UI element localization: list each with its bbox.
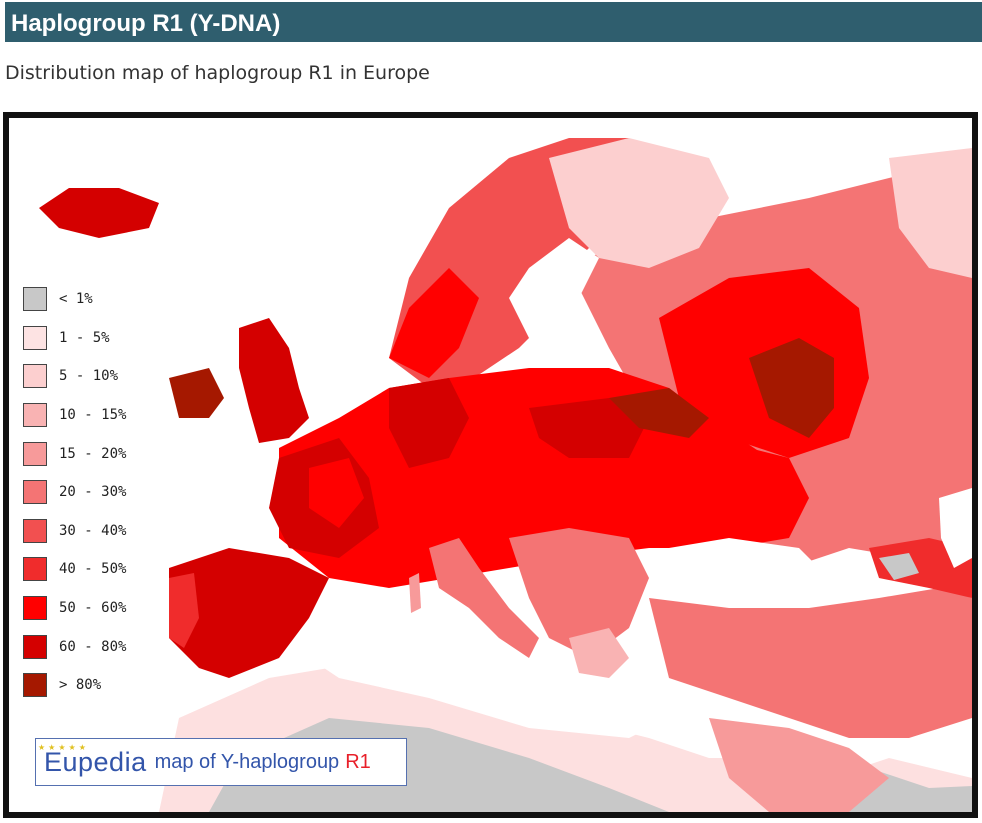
region-core-russia: [749, 338, 834, 438]
region-finland: [549, 138, 729, 268]
map-image: [9, 118, 972, 812]
legend-item: 40 - 50%: [23, 550, 126, 589]
region-poland: [529, 398, 649, 458]
legend-swatch: [23, 325, 47, 350]
legend-item: 10 - 15%: [23, 396, 126, 435]
legend-label: 1 - 5%: [59, 329, 110, 346]
legend-label: 10 - 15%: [59, 407, 127, 424]
region-caucasus: [869, 538, 972, 598]
region-belarus: [609, 388, 709, 438]
legend-label: 60 - 80%: [59, 638, 127, 655]
eupedia-brand: ★★★★★ Eupedia: [36, 743, 155, 778]
legend-swatch: [23, 673, 47, 698]
legend-label: 50 - 60%: [59, 600, 127, 617]
legend-item: 5 - 10%: [23, 357, 126, 396]
legend-item: 30 - 40%: [23, 512, 126, 551]
legend-swatch: [23, 518, 47, 543]
legend-item: 1 - 5%: [23, 319, 126, 358]
legend-item: 50 - 60%: [23, 589, 126, 628]
map-caption: Distribution map of haplogroup R1 in Eur…: [5, 62, 430, 84]
legend-item: 60 - 80%: [23, 627, 126, 666]
region-caucasus-grey: [879, 553, 919, 580]
region-anatolia: [649, 588, 972, 738]
legend-label: 5 - 10%: [59, 368, 119, 385]
legend-label: > 80%: [59, 677, 102, 694]
legend-item: > 80%: [23, 666, 126, 705]
sea-black: [669, 538, 829, 608]
region-portugal: [169, 573, 199, 648]
legend-swatch: [23, 364, 47, 389]
eupedia-logo: ★★★★★ Eupedia map of Y-haplogroup R1: [35, 738, 407, 786]
region-sardinia: [409, 573, 421, 613]
logo-haplogroup-label: R1: [345, 750, 371, 773]
region-iberia: [169, 548, 329, 678]
sea-baltic: [509, 238, 599, 338]
legend-swatch: [23, 596, 47, 621]
region-greece: [569, 628, 629, 678]
sea-caspian: [939, 488, 972, 568]
eu-stars-icon: ★★★★★: [38, 742, 89, 752]
sea-mediterranean: [309, 618, 669, 738]
legend-label: 30 - 40%: [59, 522, 127, 539]
legend-item: 20 - 30%: [23, 473, 126, 512]
legend-label: 40 - 50%: [59, 561, 127, 578]
legend-swatch: [23, 441, 47, 466]
legend-item: < 1%: [23, 280, 126, 319]
page-title: Haplogroup R1 (Y-DNA): [11, 10, 281, 37]
region-france-core: [309, 458, 364, 528]
logo-map-text: map of Y-haplogroup: [154, 750, 340, 773]
legend-swatch: [23, 287, 47, 312]
legend-item: 15 - 20%: [23, 434, 126, 473]
legend-swatch: [23, 403, 47, 428]
map-legend: < 1% 1 - 5% 5 - 10% 10 - 15% 15 - 20% 20…: [23, 280, 126, 705]
region-italy: [429, 538, 539, 658]
region-great-britain: [239, 318, 309, 443]
logo-brand-text: Eupedia: [44, 746, 147, 777]
region-ireland: [169, 368, 224, 418]
legend-label: 20 - 30%: [59, 484, 127, 501]
region-norway-south: [389, 268, 479, 378]
legend-swatch: [23, 557, 47, 582]
region-north-urals: [889, 148, 972, 278]
region-ukraine: [629, 438, 809, 538]
page-header: Haplogroup R1 (Y-DNA): [5, 2, 982, 42]
legend-swatch: [23, 480, 47, 505]
legend-label: < 1%: [59, 291, 93, 308]
region-germany-west: [389, 378, 469, 468]
legend-label: 15 - 20%: [59, 445, 127, 462]
legend-swatch: [23, 634, 47, 659]
map-frame: < 1% 1 - 5% 5 - 10% 10 - 15% 15 - 20% 20…: [3, 112, 978, 818]
region-balkans: [509, 528, 649, 658]
region-levant: [709, 718, 889, 812]
region-iceland: [39, 188, 159, 238]
